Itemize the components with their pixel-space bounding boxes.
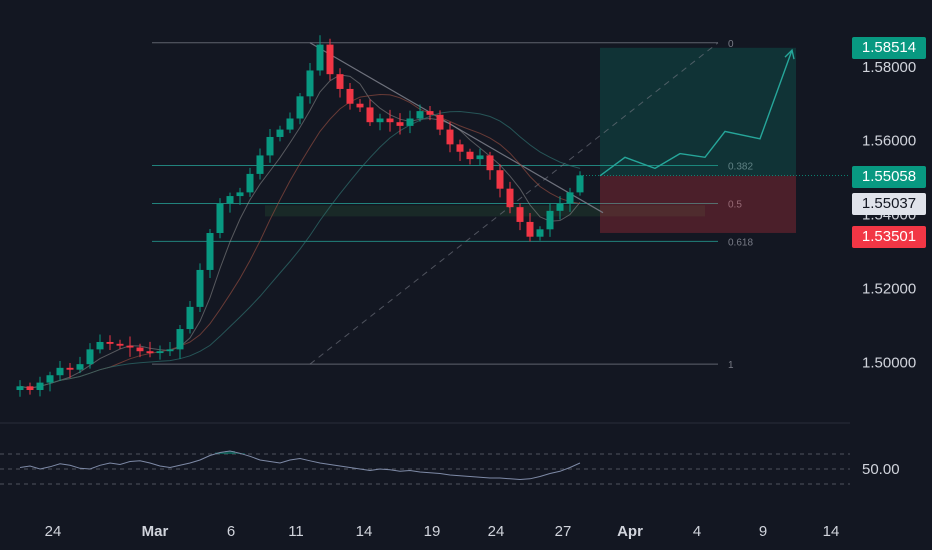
price-tick-label: 1.52000 xyxy=(862,280,916,297)
time-tick-label: 4 xyxy=(693,523,701,540)
candle-up xyxy=(226,196,234,204)
candle-down xyxy=(126,345,134,348)
time-tick-label: Mar xyxy=(142,523,169,540)
candle-up xyxy=(36,382,44,391)
time-tick-label: Apr xyxy=(617,523,643,540)
fib-level-label: 0.618 xyxy=(728,237,753,248)
position-target-zone xyxy=(600,47,796,176)
moving-average-slow xyxy=(19,110,581,389)
candle-up xyxy=(476,155,484,160)
candle-down xyxy=(336,74,344,89)
candle-up xyxy=(276,129,284,137)
candle-up xyxy=(576,175,584,193)
candle-down xyxy=(446,129,454,145)
candle-down xyxy=(516,207,524,222)
candle-up xyxy=(296,96,304,119)
target-price-label: 1.58514 xyxy=(852,37,926,59)
candle-up xyxy=(236,192,244,197)
candle-down xyxy=(486,155,494,171)
candle-down xyxy=(456,144,464,152)
time-tick-label: 9 xyxy=(759,523,767,540)
candles xyxy=(16,35,584,397)
price-tick-label: 1.50000 xyxy=(862,354,916,371)
candle-down xyxy=(426,111,434,115)
candle-up xyxy=(156,351,164,354)
position-stop-zone xyxy=(600,175,796,233)
last-price-label: 1.55058 xyxy=(852,166,926,188)
candle-up xyxy=(206,233,214,270)
fib-level-label: 0.5 xyxy=(728,199,742,210)
candle-up xyxy=(266,136,274,156)
candle-down xyxy=(386,118,394,123)
price-tick-label: 1.56000 xyxy=(862,133,916,150)
candle-down xyxy=(366,107,374,123)
candle-down xyxy=(466,151,474,160)
time-tick-label: 11 xyxy=(288,523,304,540)
candle-up xyxy=(176,329,184,350)
candle-up xyxy=(556,203,564,211)
time-tick-label: 14 xyxy=(823,523,840,540)
trajectory-dashed-line xyxy=(309,42,719,365)
candle-down xyxy=(66,367,74,370)
candle-down xyxy=(396,122,404,126)
candle-up xyxy=(246,173,254,193)
candle-down xyxy=(506,188,514,208)
candle-down xyxy=(346,88,354,104)
candle-down xyxy=(136,347,144,352)
candle-up xyxy=(416,111,424,119)
time-tick-label: 24 xyxy=(488,523,505,540)
time-tick-label: 27 xyxy=(555,523,572,540)
price-tick-label: 1.58000 xyxy=(862,59,916,76)
time-tick-label: 24 xyxy=(45,523,62,540)
rsi-value-label: 50.00 xyxy=(862,461,900,478)
candle-up xyxy=(566,192,574,204)
candle-up xyxy=(286,118,294,130)
candle-up xyxy=(376,118,384,123)
rsi-line xyxy=(19,450,581,481)
candle-up xyxy=(86,349,94,365)
candle-up xyxy=(46,375,54,383)
candle-down xyxy=(496,170,504,189)
candle-down xyxy=(356,103,364,108)
projection-arrow xyxy=(784,48,795,60)
candle-down xyxy=(526,221,534,237)
candle-down xyxy=(116,343,124,346)
fib-level-label: 0.382 xyxy=(728,162,753,173)
candle-up xyxy=(546,210,554,230)
candle-up xyxy=(186,306,194,330)
candle-down xyxy=(146,351,154,354)
candle-up xyxy=(256,155,264,174)
fib-level-label: 0 xyxy=(728,39,734,50)
time-tick-label: 6 xyxy=(227,523,235,540)
candle-up xyxy=(56,367,64,376)
candle-up xyxy=(536,229,544,237)
consolidation-box xyxy=(265,205,705,217)
projection-path xyxy=(599,49,793,177)
crosshair-price-label: 1.55037 xyxy=(852,193,926,215)
candle-down xyxy=(436,114,444,130)
candle-up xyxy=(216,203,224,234)
candle-up xyxy=(316,44,324,71)
candle-up xyxy=(196,269,204,307)
candle-up xyxy=(76,364,84,370)
candle-up xyxy=(166,349,174,352)
candle-up xyxy=(306,70,314,97)
stop-price-label: 1.53501 xyxy=(852,226,926,248)
candle-down xyxy=(326,44,334,75)
candle-up xyxy=(406,118,414,126)
fib-level-label: 1 xyxy=(728,360,734,371)
candle-down xyxy=(106,341,114,344)
candle-down xyxy=(26,386,34,391)
candle-up xyxy=(96,341,104,350)
moving-average-fast xyxy=(19,74,581,389)
time-tick-label: 14 xyxy=(356,523,373,540)
moving-average-mid xyxy=(19,93,581,389)
candle-up xyxy=(16,386,24,391)
time-tick-label: 19 xyxy=(424,523,441,540)
